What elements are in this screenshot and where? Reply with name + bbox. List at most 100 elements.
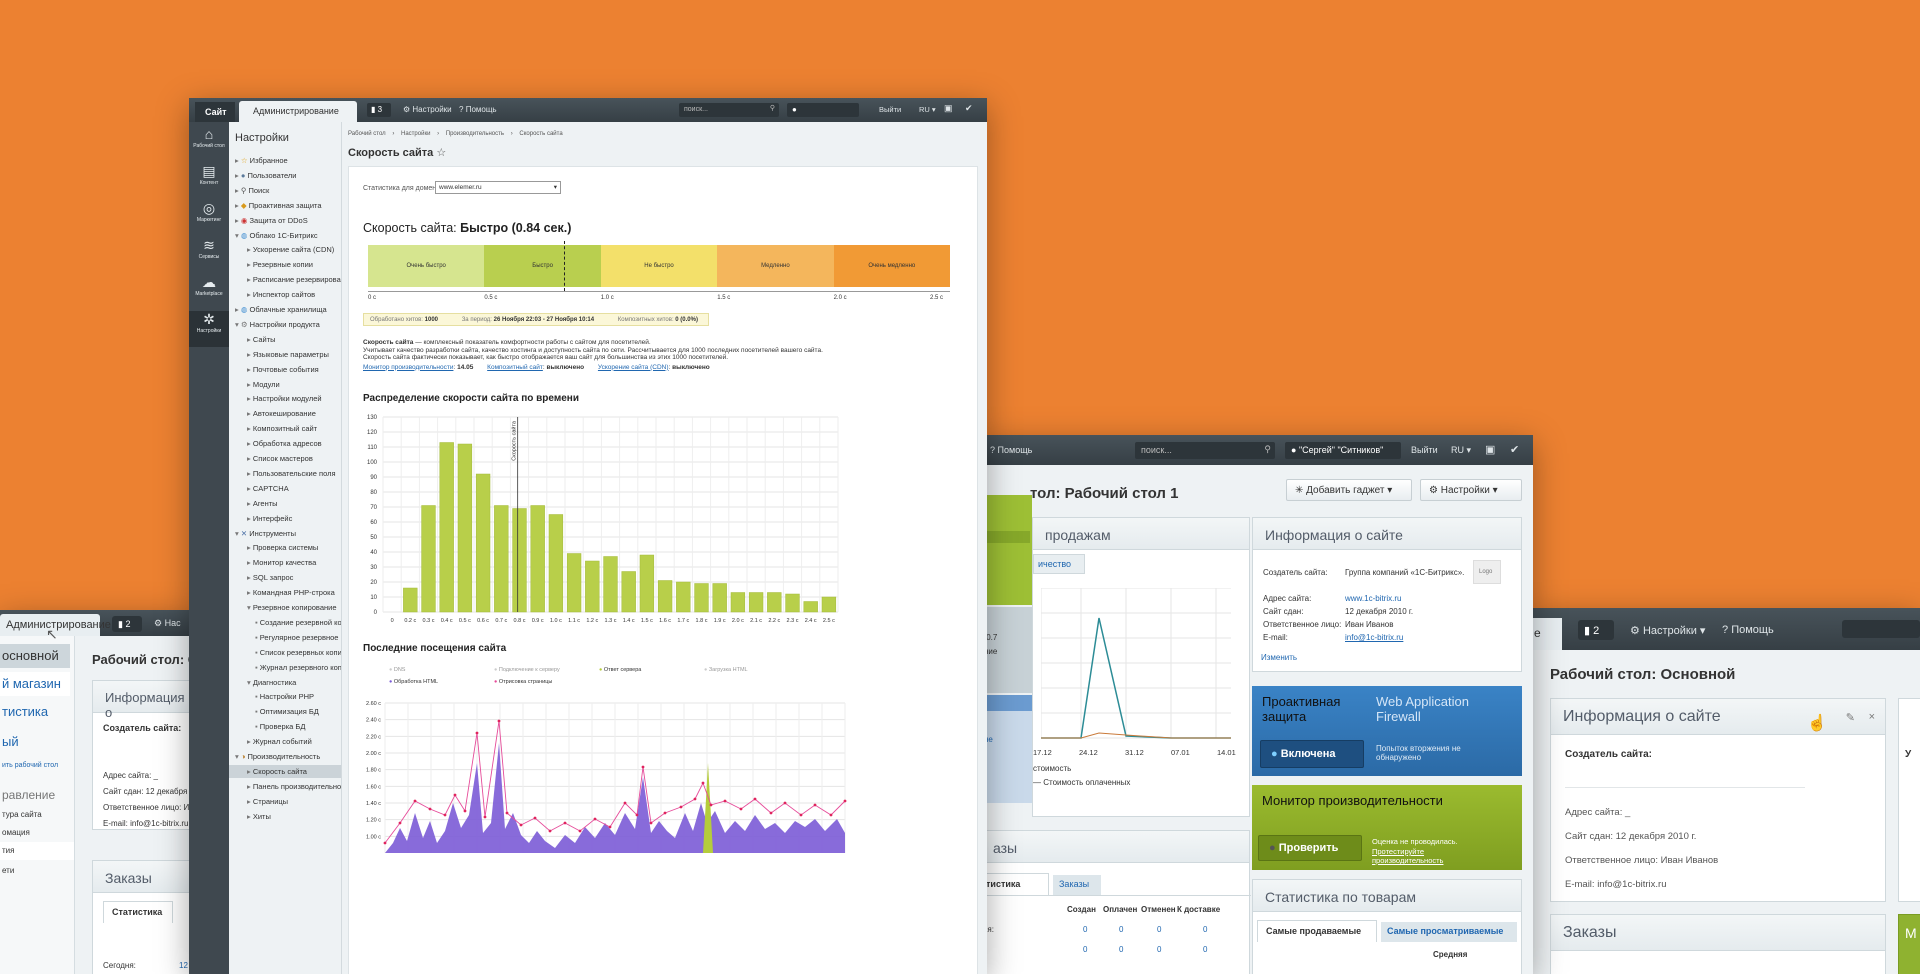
add-gadget-button[interactable]: ✳ Добавить гаджет ▾ <box>1286 479 1412 501</box>
tree-item[interactable]: ▸ ◆ Проактивная защита <box>235 199 322 212</box>
tree-item[interactable]: ▸ Сайты <box>247 333 276 346</box>
sidebar-item-cloud[interactable]: ☁ Marketplace <box>189 274 229 308</box>
tree-item[interactable]: ▸ ☆ Избранное <box>235 154 288 167</box>
tree-item[interactable]: ▸ ⚲ Поиск <box>235 184 269 197</box>
tree-item[interactable]: ▸ Обработка адресов <box>247 437 322 450</box>
window-icon[interactable]: ▣ <box>1485 444 1496 456</box>
menu-shop[interactable]: й магазин <box>0 672 70 696</box>
wrench-icon[interactable]: ✎ <box>1845 712 1855 724</box>
tree-item[interactable]: ▸ Инспектор сайтов <box>247 288 315 301</box>
logout-link[interactable]: Выйти <box>879 105 902 114</box>
menu-stats[interactable]: тистика <box>2 704 49 719</box>
tree-item[interactable]: ▪ Проверка БД <box>255 720 305 733</box>
center-user-button[interactable]: ● "Сергей" "Ситников" <box>1285 442 1401 459</box>
star-icon[interactable]: ☆ <box>436 147 447 159</box>
sidebar-item-layers[interactable]: ≋ Сервисы <box>189 237 229 271</box>
sidebar-item-gear[interactable]: ✲ Настройки <box>189 311 229 347</box>
center-help-link[interactable]: ? Помощь <box>990 445 1033 455</box>
tree-item[interactable]: ▪ Создание резервной ко <box>255 616 341 629</box>
sidebar-item-target[interactable]: ◎ Маркетинг <box>189 200 229 234</box>
tree-item[interactable]: ▸ Страницы <box>247 795 288 808</box>
tree-item[interactable]: ▾ ◍ Облако 1С-Битрикс <box>235 229 318 242</box>
sidebar-item-house[interactable]: ⌂ Рабочий стол <box>189 126 229 160</box>
menu-structure[interactable]: тура сайта <box>2 810 42 819</box>
main-search-input[interactable]: поиск... ⚲ <box>679 103 779 117</box>
tree-item[interactable]: ▪ Журнал резервного коп <box>255 661 341 674</box>
center-logout[interactable]: Выйти <box>1411 445 1438 455</box>
tree-item[interactable]: ▸ Модули <box>247 378 280 391</box>
tree-item[interactable]: ▸ Интерфейс <box>247 512 292 525</box>
tree-item[interactable]: ▸ Настройки модулей <box>247 392 322 405</box>
tree-item[interactable]: ▸ SQL запрос <box>247 571 293 584</box>
tree-item[interactable]: ▾ ⚙ Настройки продукта <box>235 318 320 331</box>
tree-item[interactable]: ▸ Список мастеров <box>247 452 313 465</box>
tree-item[interactable]: ▪ Настройки PHP <box>255 690 314 703</box>
orders-cell[interactable]: 0 <box>1119 925 1124 934</box>
tree-item[interactable]: ▾ Диагностика <box>247 676 296 689</box>
settings-link[interactable]: ⚙ Настройки <box>403 105 452 114</box>
left-today-val[interactable]: 12 <box>179 961 188 970</box>
legend-item[interactable]: ● Отрисовка страницы <box>494 679 552 685</box>
admin-tab[interactable]: Администрирование <box>239 101 357 122</box>
breadcrumb-item[interactable]: Настройки <box>401 131 431 137</box>
legend-item[interactable]: ● DNS <box>389 667 405 673</box>
left-admin-tab[interactable]: Администрирование <box>0 614 111 636</box>
info-addr[interactable]: www.1c-bitrix.ru <box>1345 594 1402 603</box>
orders-cell[interactable]: 0 <box>1203 945 1208 954</box>
monitor-link[interactable]: Монитор производительности <box>363 363 454 371</box>
orders-tab-stats[interactable]: тистика <box>981 873 1049 895</box>
tree-item[interactable]: ▸ ◉ Защита от DDoS <box>235 214 308 227</box>
tree-item-active[interactable]: ▸ Скорость сайта <box>229 764 341 778</box>
proactive-status-button[interactable]: ● Включена <box>1260 740 1364 768</box>
right-tab[interactable]: е <box>1532 618 1562 650</box>
menu-desktop[interactable]: основной <box>0 644 70 668</box>
orders-cell[interactable]: 0 <box>1203 925 1208 934</box>
breadcrumb-item[interactable]: Производительность <box>445 131 505 137</box>
legend-item[interactable]: ● Ответ сервера <box>599 667 641 673</box>
tree-item[interactable]: ▸ Ускорение сайта (CDN) <box>247 243 334 256</box>
tree-item[interactable]: ▸ Расписание резервирования <box>247 273 341 286</box>
tree-item[interactable]: ▸ Автокеширование <box>247 407 316 420</box>
legend-item[interactable]: ● Подключение к серверу <box>494 667 560 673</box>
tree-item[interactable]: ▸ Композитный сайт <box>247 422 317 435</box>
goods-tab-sold[interactable]: Самые продаваемые <box>1257 920 1377 942</box>
legend-item[interactable]: ● Обработка HTML <box>389 679 438 685</box>
menu-mail[interactable]: ети <box>2 866 15 875</box>
tree-item[interactable]: ▪ Регулярное резервное <box>255 631 338 644</box>
tree-item[interactable]: ▸ Монитор качества <box>247 556 316 569</box>
tree-item[interactable]: ▸ Резервные копии <box>247 258 313 271</box>
orders-cell[interactable]: 0 <box>1119 945 1124 954</box>
tree-item[interactable]: ▸ Агенты <box>247 497 278 510</box>
user-button[interactable]: ● <box>787 103 859 117</box>
legend-item[interactable]: ● Загрузка HTML <box>704 667 748 673</box>
tree-item[interactable]: ▸ Журнал событий <box>247 735 312 748</box>
tree-item[interactable]: ▪ Список резервных копи <box>255 646 341 659</box>
breadcrumb-item[interactable]: Рабочий стол <box>348 131 386 137</box>
tree-item[interactable]: ▸ ● Пользователи <box>235 169 296 182</box>
notify-badge[interactable]: ▮ 3 <box>367 103 391 117</box>
tree-item[interactable]: ▸ Панель производительно <box>247 780 341 793</box>
tree-item[interactable]: ▸ Хиты <box>247 810 271 823</box>
pin-icon[interactable]: ✔ <box>1510 444 1520 456</box>
perf-check-button[interactable]: ● Проверить <box>1258 835 1362 861</box>
tree-item[interactable]: ▸ Проверка системы <box>247 541 318 554</box>
tree-item[interactable]: ▾ ✕ Инструменты <box>235 527 296 540</box>
breadcrumb-item[interactable]: Скорость сайта <box>519 131 563 137</box>
right-search-input[interactable] <box>1842 620 1920 638</box>
left-settings-link[interactable]: ⚙ Нас <box>154 618 181 628</box>
left-orders-tab[interactable]: Статистика <box>103 901 173 923</box>
perf-test-link[interactable]: Протестируйте производительность <box>1372 847 1444 865</box>
domain-select[interactable]: www.elemer.ru ▾ <box>435 181 561 194</box>
tree-item[interactable]: ▾ Резервное копирование <box>247 601 337 614</box>
composite-link[interactable]: Композитный сайт <box>487 363 543 371</box>
right-settings-link[interactable]: ⚙ Настройки ▾ <box>1630 625 1706 637</box>
cdn-link[interactable]: Ускорение сайта (CDN) <box>597 363 669 371</box>
left-notify-badge[interactable]: ▮ 2 <box>112 616 142 632</box>
info-change-link[interactable]: Изменить <box>1261 653 1298 662</box>
menu-other[interactable]: ый <box>2 734 19 749</box>
tree-item[interactable]: ▾ ◑ Производительность <box>235 750 320 763</box>
tree-item[interactable]: ▸ Почтовые события <box>247 363 319 376</box>
tree-item[interactable]: ▸ Командная PHP-строка <box>247 586 335 599</box>
window-icon[interactable]: ▣ <box>944 103 953 113</box>
orders-cell[interactable]: 0 <box>1083 925 1088 934</box>
